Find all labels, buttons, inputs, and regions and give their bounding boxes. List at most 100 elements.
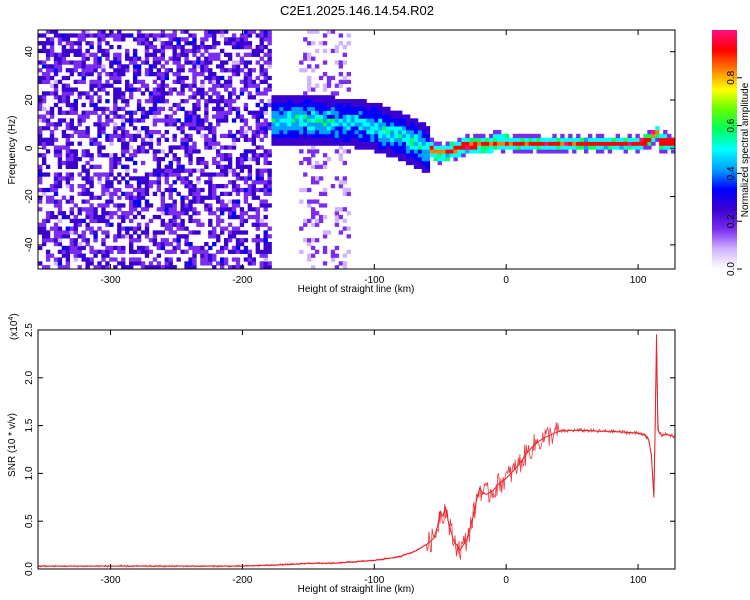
heat-cell [81,218,86,224]
heat-cell [374,110,379,115]
heat-cell [346,33,351,38]
heat-cell [101,211,106,216]
heat-cell [101,184,106,189]
heat-cell [148,261,154,266]
heat-cell [172,249,177,254]
heat-cell [208,195,213,200]
heat-cell [461,141,466,146]
heat-cell [184,141,189,146]
heat-cell [172,137,177,142]
colorbar-tick-label: 0.0 [726,262,737,276]
heat-cell [485,137,490,142]
heat-cell [125,87,130,92]
heat-cell [93,83,98,88]
heat-cell [394,122,399,127]
heat-cell [81,129,86,135]
heat-cell [259,265,264,269]
heat-cell [172,153,177,158]
heat-cell [362,99,367,104]
heat-cell [121,99,126,104]
heat-cell [85,95,90,100]
heat-cell [311,164,316,169]
heat-cell [314,122,320,127]
heat-cell [354,106,359,112]
heat-cell [156,87,162,92]
heat-cell [524,141,530,146]
heat-cell [223,238,229,243]
heat-cell [275,99,280,104]
heat-cell [220,207,225,212]
heat-cell [413,149,419,154]
heat-cell [204,75,209,81]
heat-cell [251,184,257,189]
heat-cell [180,64,185,69]
heat-cell [311,137,316,142]
heat-cell [65,199,71,204]
heat-cell [77,253,82,258]
heat-cell [164,83,169,88]
heat-cell [93,122,98,127]
heat-cell [101,30,106,34]
heat-cell [168,257,173,262]
heat-cell [239,238,245,243]
heat-cell [140,261,146,266]
heat-cell [663,129,668,135]
heat-cell [152,168,158,173]
heat-cell [239,230,245,235]
heat-cell [196,149,201,154]
heat-cell [425,168,431,173]
heat-cell [318,214,324,220]
heat-cell [89,110,94,115]
heat-cell [65,52,71,57]
heat-cell [156,149,162,154]
heat-cell [504,133,510,139]
heat-cell [144,199,150,204]
heat-cell [140,114,146,119]
heat-cell [192,102,197,108]
heat-cell [239,87,245,92]
heat-cell [560,137,565,142]
heat-cell [140,37,146,42]
heat-cell [263,245,268,251]
heat-cell [41,95,47,100]
heat-cell [223,37,229,42]
heat-cell [188,257,193,262]
heat-cell [200,64,205,69]
heat-cell [113,153,118,158]
heat-cell [69,102,75,108]
heat-cell [251,141,257,146]
heat-cell [350,141,355,146]
heat-cell [216,141,221,146]
heat-cell [255,102,260,108]
heat-cell [235,64,241,69]
heat-cell [204,137,209,142]
heat-cell [65,95,71,100]
heat-cell [346,106,351,112]
heat-cell [247,79,253,84]
heat-cell [235,156,241,162]
heat-cell [243,238,249,243]
heat-cell [370,118,375,123]
heat-cell [140,145,146,150]
heat-cell [520,133,526,139]
heat-cell [45,149,51,154]
heat-cell [101,68,106,73]
heat-cell [295,118,300,123]
heat-cell [631,145,636,150]
heat-cell [53,234,59,239]
heat-cell [390,153,395,158]
heat-cell [144,234,150,239]
heat-cell [342,218,348,224]
heat-cell [168,56,173,61]
heat-cell [318,102,324,108]
heat-cell [382,133,387,139]
heat-cell [192,184,197,189]
heat-cell [152,102,158,108]
heat-cell [259,203,264,208]
heat-cell [129,114,134,119]
heat-cell [89,68,94,73]
heat-cell [409,153,415,158]
heat-cell [38,141,43,146]
heat-cell [132,87,138,92]
heat-cell [129,145,134,150]
